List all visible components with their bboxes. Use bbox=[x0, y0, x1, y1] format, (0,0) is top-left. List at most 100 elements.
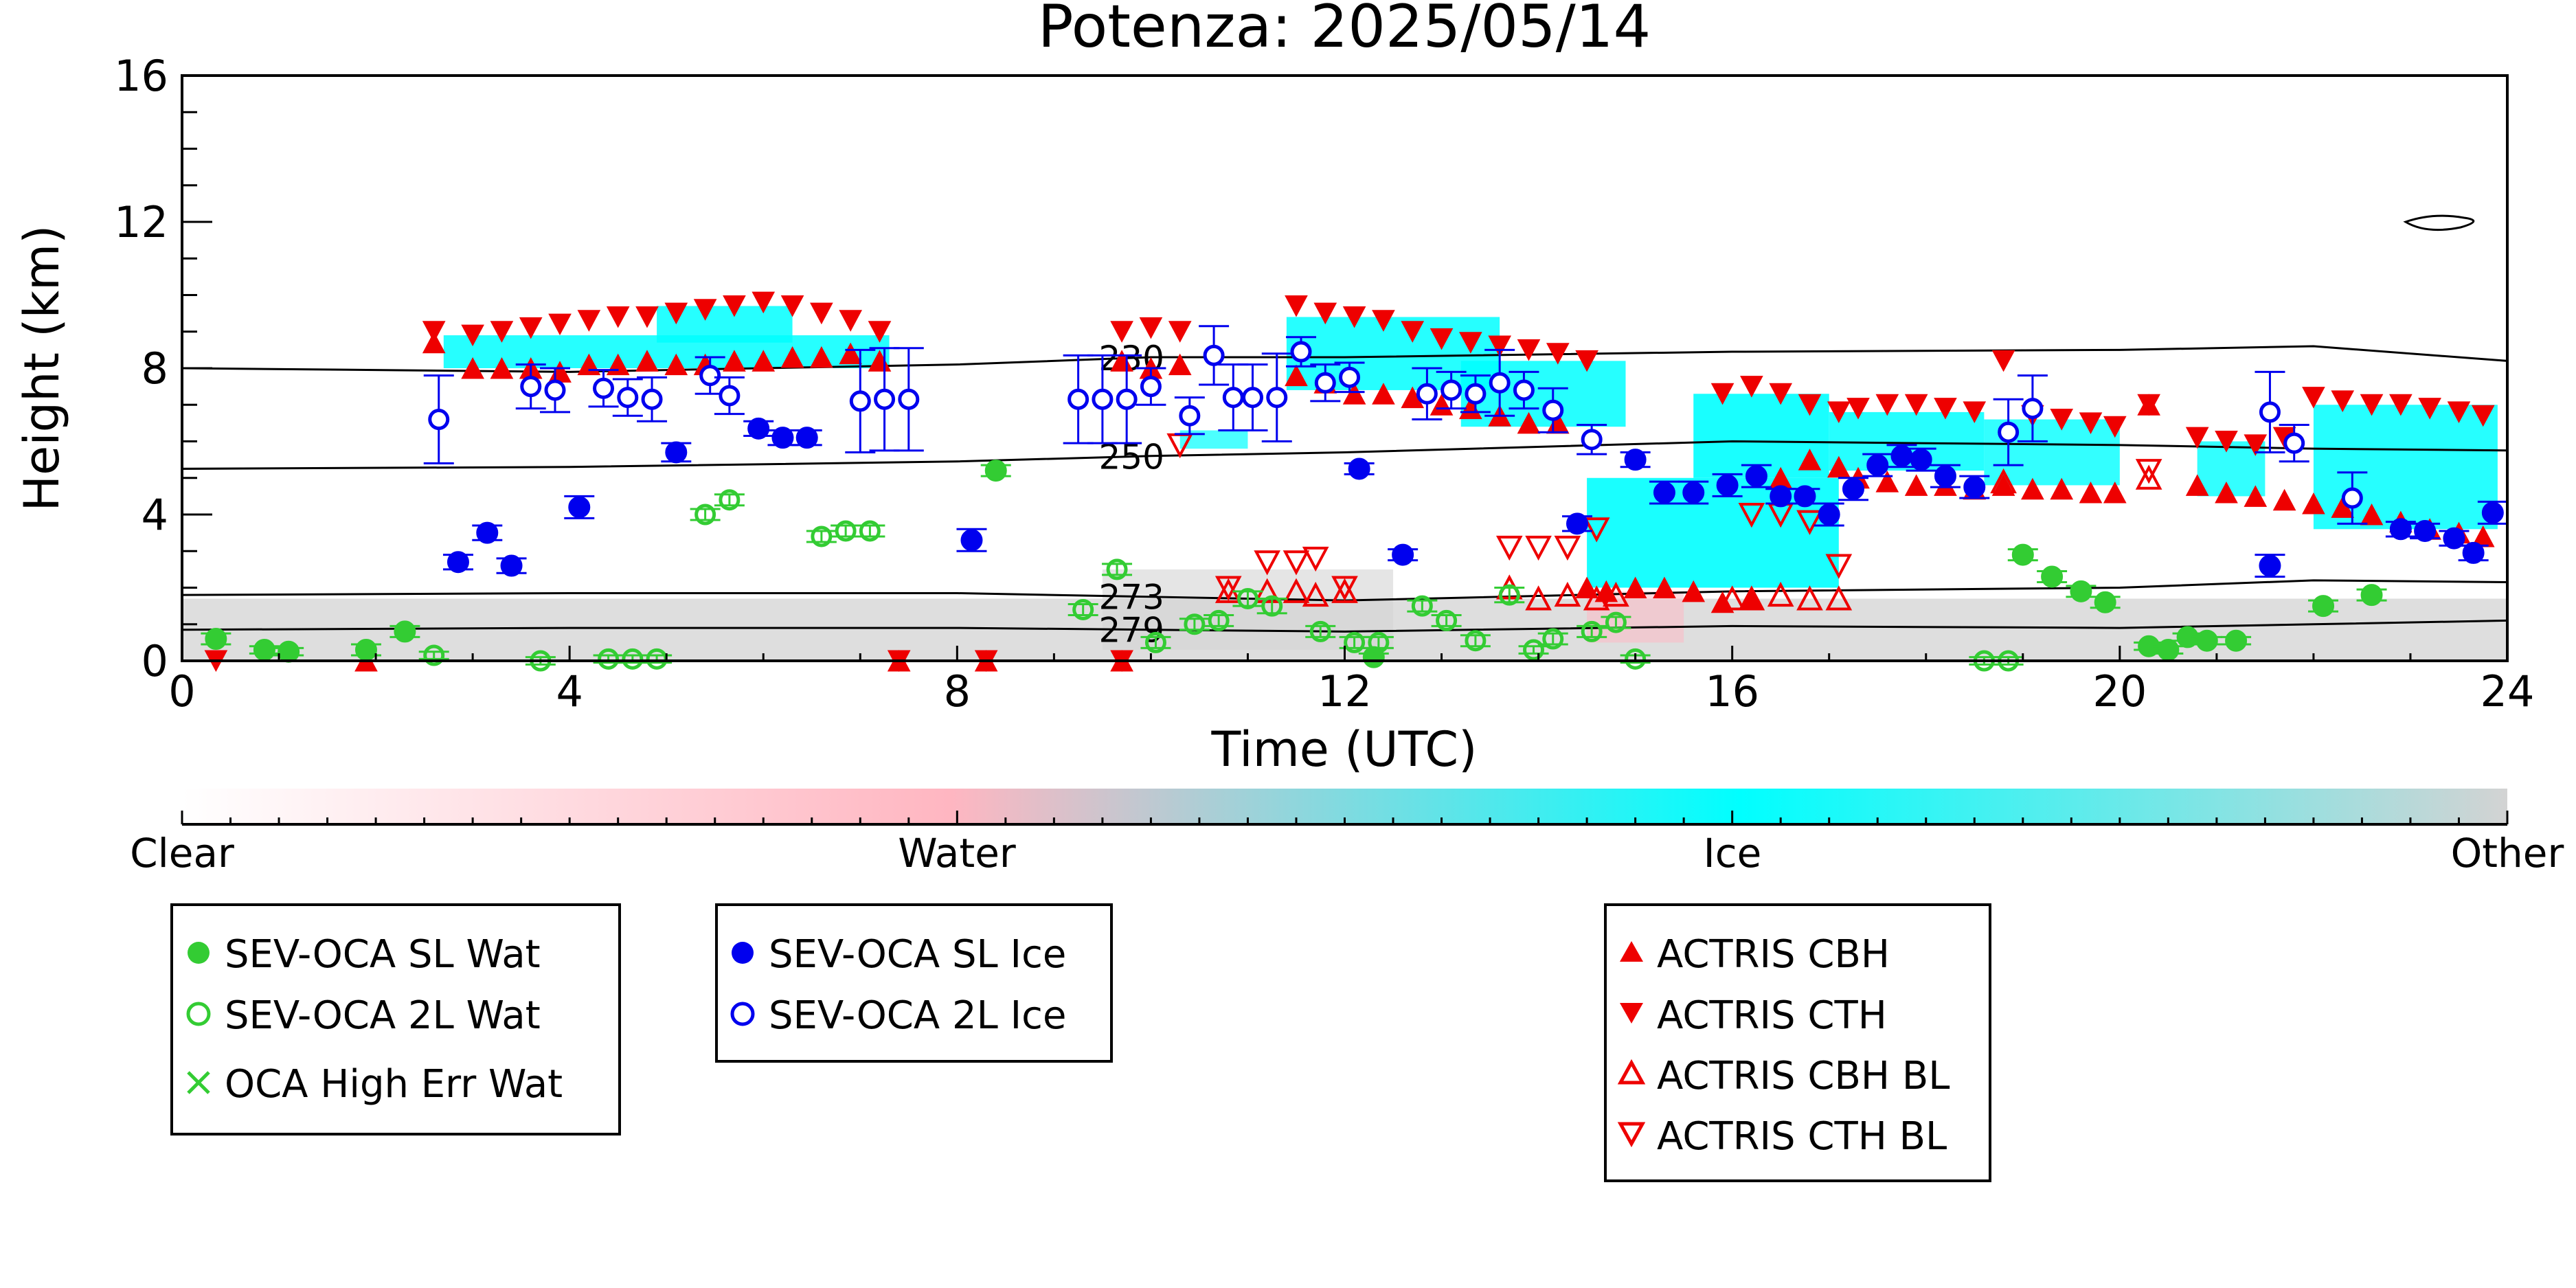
data-point bbox=[2050, 477, 2074, 500]
data-point bbox=[2135, 459, 2162, 484]
data-point bbox=[1719, 585, 1746, 611]
legend-label: ACTRIS CBH BL bbox=[1657, 1054, 1950, 1098]
data-point bbox=[2481, 501, 2504, 524]
data-point bbox=[1106, 558, 1128, 580]
data-point bbox=[1818, 504, 1840, 526]
data-point bbox=[1242, 387, 1264, 409]
data-point bbox=[447, 551, 469, 574]
data-point bbox=[461, 324, 484, 347]
data-point bbox=[2094, 591, 2116, 613]
x-tick-label: 8 bbox=[944, 666, 971, 716]
data-point bbox=[2302, 492, 2325, 515]
legend-marker-filled-circle bbox=[732, 942, 754, 964]
data-point bbox=[2443, 527, 2465, 550]
data-point bbox=[723, 350, 746, 372]
data-point bbox=[1236, 587, 1258, 609]
data-point bbox=[1372, 310, 1395, 332]
data-point bbox=[1546, 343, 1570, 365]
data-point bbox=[1489, 372, 1511, 394]
data-point bbox=[752, 350, 776, 372]
data-point bbox=[1344, 631, 1366, 653]
data-point bbox=[1624, 449, 1647, 471]
data-point bbox=[1796, 510, 1823, 535]
data-point bbox=[2312, 595, 2335, 618]
data-point bbox=[2079, 412, 2103, 434]
data-point bbox=[1605, 611, 1627, 633]
data-point bbox=[2389, 394, 2413, 416]
data-point bbox=[1842, 477, 1864, 500]
data-point bbox=[1139, 317, 1163, 339]
data-point bbox=[394, 620, 416, 643]
data-point bbox=[1254, 550, 1281, 576]
data-point bbox=[544, 379, 566, 401]
x-tick-label: 16 bbox=[1705, 666, 1759, 716]
data-point bbox=[665, 441, 688, 464]
data-point bbox=[1517, 411, 1541, 434]
legend-marker-filled-circle bbox=[188, 942, 210, 964]
isotherm-label: 279 bbox=[1098, 610, 1164, 650]
data-point bbox=[2041, 565, 2064, 588]
data-point bbox=[598, 648, 620, 670]
data-point bbox=[1525, 585, 1552, 611]
data-point bbox=[752, 291, 776, 314]
legend-marker-open-circle bbox=[730, 1002, 755, 1026]
data-point bbox=[1513, 379, 1535, 401]
data-point bbox=[1092, 388, 1114, 410]
chart-title: Potenza: 2025/05/14 bbox=[1038, 0, 1651, 61]
data-point bbox=[2447, 401, 2471, 423]
data-point bbox=[428, 409, 450, 431]
legend-marker-open-triangle-up bbox=[1617, 1059, 1646, 1085]
data-point bbox=[1875, 394, 1899, 416]
data-point bbox=[1653, 576, 1676, 598]
legend-label: ACTRIS CBH bbox=[1657, 932, 1890, 977]
data-point bbox=[1459, 332, 1482, 354]
data-point bbox=[253, 639, 275, 662]
data-point bbox=[1523, 639, 1545, 661]
legend-ice: SEV-OCA SL Ice SEV-OCA 2L Ice bbox=[715, 903, 1113, 1063]
legend-box bbox=[1604, 903, 1991, 1182]
data-point bbox=[849, 390, 871, 412]
data-point bbox=[1554, 535, 1581, 561]
data-point bbox=[2225, 629, 2248, 652]
legend-label: SEV-OCA SL Wat bbox=[225, 932, 541, 977]
data-point bbox=[1465, 383, 1487, 405]
data-point bbox=[747, 417, 770, 440]
data-point bbox=[699, 365, 721, 387]
data-point bbox=[1144, 631, 1166, 653]
data-point bbox=[2272, 488, 2296, 511]
legend-marker-triangle-down bbox=[1620, 1003, 1643, 1024]
data-point bbox=[2331, 390, 2355, 412]
data-point bbox=[1214, 576, 1242, 601]
legend-marker-open-triangle-down bbox=[1617, 1122, 1646, 1148]
data-point bbox=[693, 299, 717, 321]
data-point bbox=[423, 644, 445, 666]
data-point bbox=[1222, 387, 1244, 409]
data-point bbox=[664, 302, 688, 325]
data-point bbox=[1682, 580, 1706, 602]
data-point bbox=[1603, 581, 1629, 607]
data-point bbox=[1745, 465, 1767, 488]
data-point bbox=[1436, 609, 1458, 631]
data-point bbox=[2259, 401, 2281, 423]
data-point bbox=[1716, 474, 1739, 497]
data-point bbox=[1342, 306, 1366, 328]
x-tick-label: 20 bbox=[2092, 666, 2147, 716]
legend-actris: ACTRIS CBH ACTRIS CTH ACTRIS CBH BL ACTR… bbox=[1604, 903, 1991, 1182]
legend-label: ACTRIS CTH BL bbox=[1657, 1114, 1947, 1159]
data-point bbox=[2103, 481, 2127, 504]
data-point bbox=[2215, 431, 2238, 453]
data-point bbox=[1710, 591, 1735, 613]
data-point bbox=[719, 489, 741, 511]
data-point bbox=[1331, 576, 1358, 601]
data-point bbox=[1581, 429, 1603, 451]
data-point bbox=[1372, 383, 1395, 405]
data-point bbox=[664, 353, 688, 376]
data-point bbox=[548, 313, 572, 336]
legend-label: OCA High Err Wat bbox=[225, 1062, 563, 1107]
data-point bbox=[1769, 383, 1793, 405]
data-point bbox=[723, 295, 746, 317]
axis-layer: 0 4 8 12 16 20 24 0 4 8 12 16 bbox=[114, 51, 2534, 716]
data-point bbox=[2050, 409, 2074, 431]
data-point bbox=[2079, 481, 2103, 504]
